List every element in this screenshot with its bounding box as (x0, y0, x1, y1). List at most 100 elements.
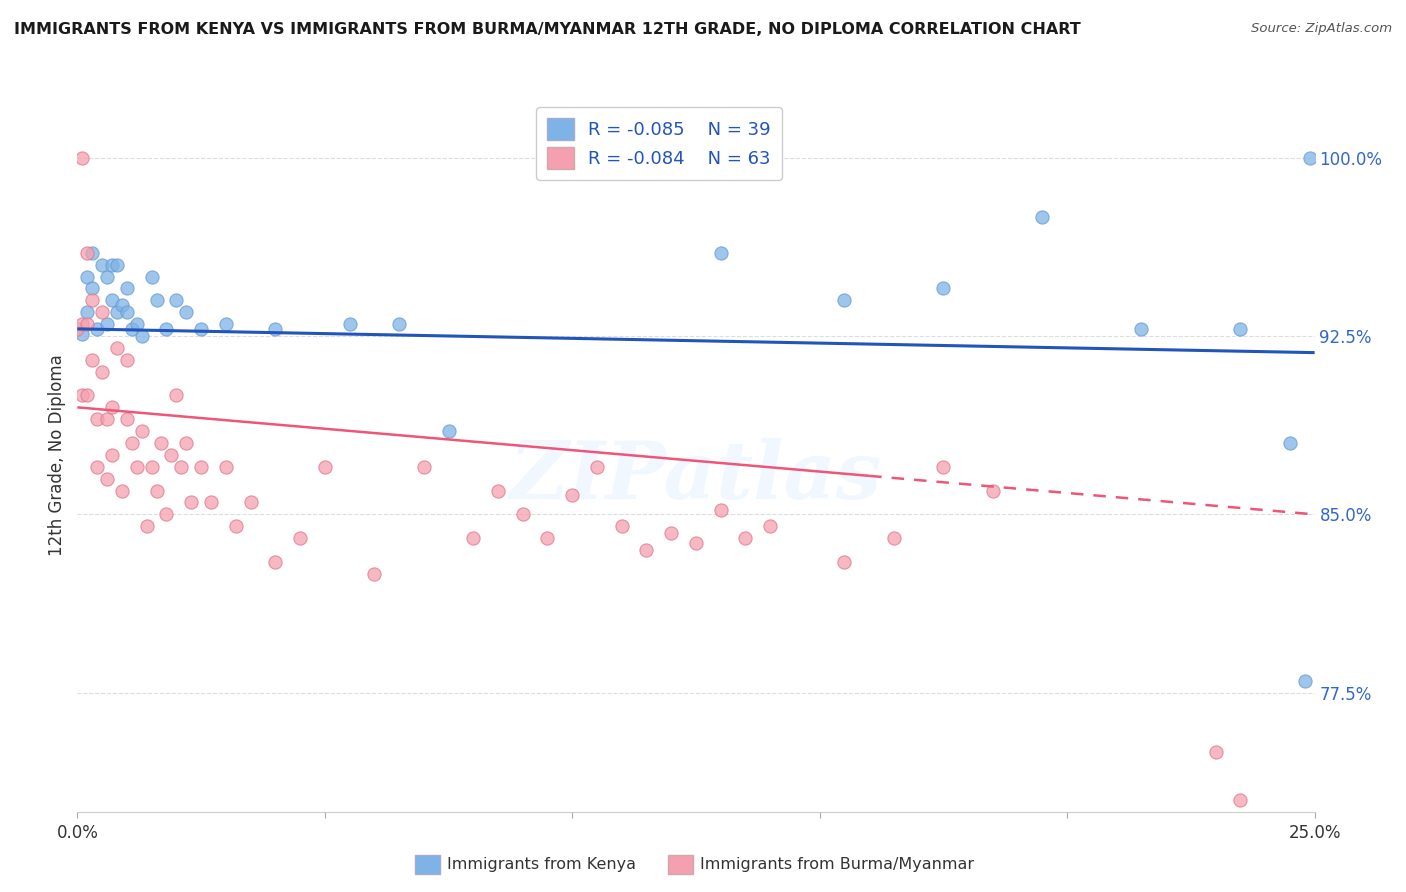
Point (96, 472, 118, 486)
Point (1278, 436, 1301, 450)
Point (759, 519, 782, 533)
Point (981, 483, 1004, 498)
Point (883, 531, 905, 545)
Point (586, 459, 609, 474)
Point (105, 341, 128, 355)
Point (239, 495, 262, 509)
Point (115, 281, 138, 295)
Point (170, 459, 193, 474)
Point (72, 151, 94, 165)
Point (82, 281, 104, 295)
Point (86, 322, 108, 336)
Point (96, 269, 118, 284)
Point (105, 305, 128, 319)
Point (288, 531, 311, 545)
Point (121, 322, 143, 336)
Point (932, 459, 955, 474)
Point (264, 322, 287, 336)
Point (135, 519, 157, 533)
Point (174, 436, 197, 450)
Point (155, 322, 177, 336)
Point (165, 388, 187, 402)
Point (125, 459, 148, 474)
Point (463, 531, 485, 545)
Point (111, 483, 134, 498)
Point (536, 531, 558, 545)
Point (76, 305, 98, 319)
Point (150, 436, 173, 450)
Point (86, 459, 108, 474)
Point (512, 508, 534, 522)
Point (125, 317, 148, 331)
Point (76, 269, 98, 284)
Point (190, 322, 212, 336)
Point (1130, 322, 1153, 336)
Point (115, 305, 138, 319)
Point (1031, 210, 1053, 224)
Point (710, 502, 733, 516)
Point (145, 293, 167, 308)
Point (710, 245, 733, 260)
Point (105, 258, 128, 272)
Point (82, 293, 104, 308)
Point (1294, 673, 1316, 688)
Point (685, 536, 707, 550)
Point (388, 317, 411, 331)
Point (932, 281, 955, 295)
Point (1298, 151, 1320, 165)
Point (101, 448, 124, 462)
Text: Immigrants from Kenya: Immigrants from Kenya (447, 857, 636, 871)
Point (160, 448, 183, 462)
Point (636, 543, 658, 558)
Point (141, 459, 163, 474)
Legend: R = -0.085    N = 39, R = -0.084    N = 63: R = -0.085 N = 39, R = -0.084 N = 63 (536, 107, 782, 180)
Point (115, 412, 138, 426)
Point (339, 317, 361, 331)
Text: Immigrants from Burma/Myanmar: Immigrants from Burma/Myanmar (700, 857, 974, 871)
Point (561, 488, 583, 502)
Text: Source: ZipAtlas.com: Source: ZipAtlas.com (1251, 22, 1392, 36)
Point (131, 424, 153, 438)
Point (141, 269, 163, 284)
Point (82, 352, 104, 367)
Point (1205, 745, 1227, 759)
Point (610, 519, 633, 533)
Point (174, 305, 197, 319)
Point (437, 424, 460, 438)
Point (363, 566, 385, 581)
Point (155, 508, 177, 522)
Point (91, 365, 114, 379)
Point (96, 317, 118, 331)
Text: ZIPatlas: ZIPatlas (510, 438, 882, 515)
Point (215, 317, 238, 331)
Point (72, 317, 94, 331)
Point (165, 293, 187, 308)
Point (215, 459, 238, 474)
Point (86, 412, 108, 426)
Point (111, 298, 134, 312)
Point (76, 317, 98, 331)
Point (101, 401, 124, 415)
Point (834, 555, 856, 569)
Point (486, 483, 509, 498)
Point (314, 459, 336, 474)
Point (82, 245, 104, 260)
Point (101, 293, 124, 308)
Point (180, 495, 202, 509)
Point (834, 293, 856, 308)
Point (412, 459, 434, 474)
Point (734, 531, 756, 545)
Point (659, 526, 682, 541)
Point (121, 436, 143, 450)
Point (76, 388, 98, 402)
Point (1229, 322, 1251, 336)
Point (72, 326, 94, 341)
Point (101, 258, 124, 272)
Point (66, 322, 89, 336)
Point (225, 519, 247, 533)
Point (200, 495, 222, 509)
Point (1229, 793, 1251, 807)
Point (190, 459, 212, 474)
Text: IMMIGRANTS FROM KENYA VS IMMIGRANTS FROM BURMA/MYANMAR 12TH GRADE, NO DIPLOMA CO: IMMIGRANTS FROM KENYA VS IMMIGRANTS FROM… (14, 22, 1081, 37)
Point (145, 483, 167, 498)
